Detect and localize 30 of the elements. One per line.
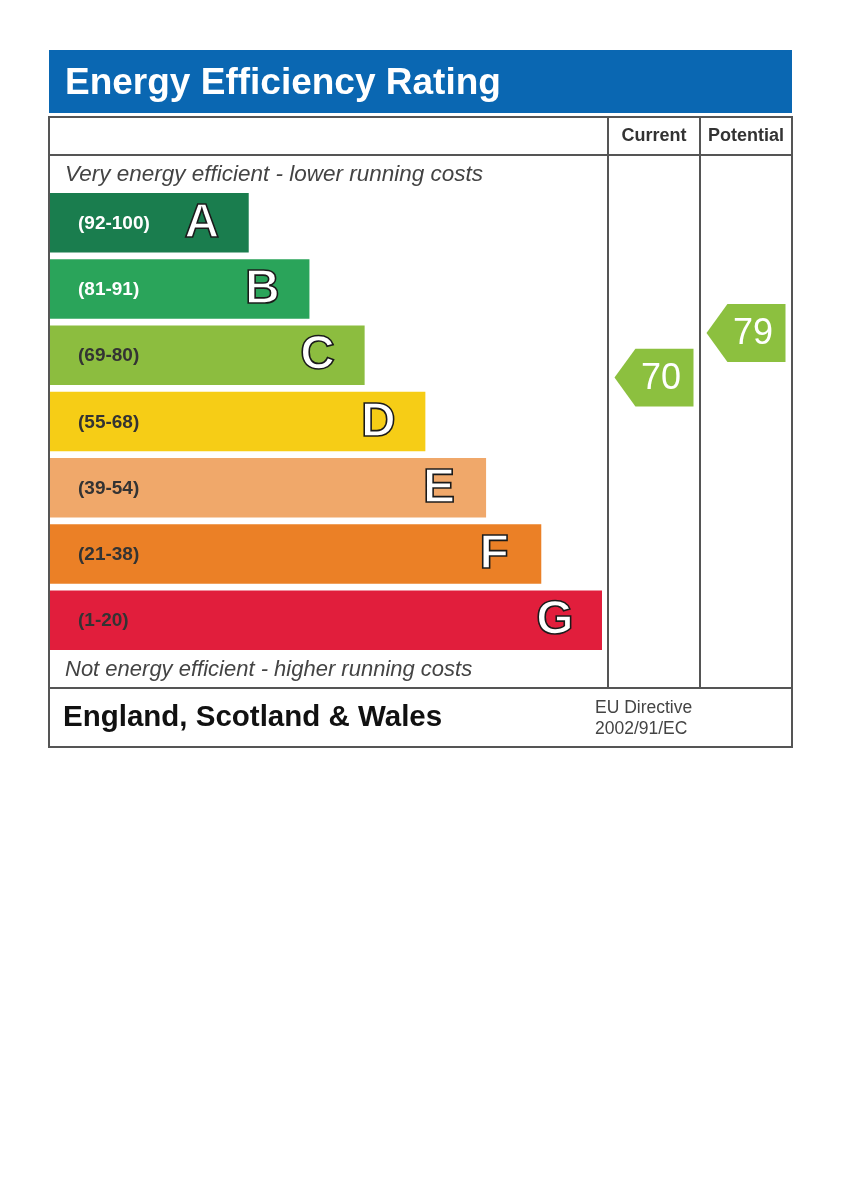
annotation: D (361, 392, 396, 446)
y-tick-label: (39-54) (78, 476, 140, 498)
y-tick-label: (21-38) (78, 542, 140, 564)
bar (50, 391, 426, 452)
text: England, Scotland & Wales (63, 699, 443, 732)
y-tick-label: (1-20) (78, 609, 129, 631)
annotation: A (184, 193, 220, 247)
category-label: Potential (707, 125, 785, 145)
y-tick-label: (81-91) (78, 278, 140, 300)
annotation: E (423, 458, 456, 512)
annotation: C (300, 326, 335, 380)
bar (50, 259, 310, 319)
data-label: 70 (640, 355, 682, 397)
bar (50, 325, 365, 386)
text: EU Directive 2002/91/EC (595, 697, 693, 738)
annotation: F (479, 524, 509, 578)
y-tick-label: (69-80) (78, 344, 140, 366)
y-tick-label: (92-100) (78, 211, 150, 233)
data-label: 79 (732, 310, 774, 352)
category-label: Current (621, 125, 687, 145)
y-tick-label: (55-68) (78, 410, 140, 432)
bar (50, 590, 602, 650)
annotation: G (536, 591, 574, 645)
bar (50, 524, 542, 584)
annotation: Not energy efficient - higher running costs (65, 656, 473, 681)
text: Very energy efficient - lower running costs (65, 161, 484, 186)
annotation: B (245, 260, 280, 314)
bar (50, 193, 249, 253)
chart-title: Energy Efficiency Rating (65, 60, 501, 102)
bar (50, 457, 487, 518)
